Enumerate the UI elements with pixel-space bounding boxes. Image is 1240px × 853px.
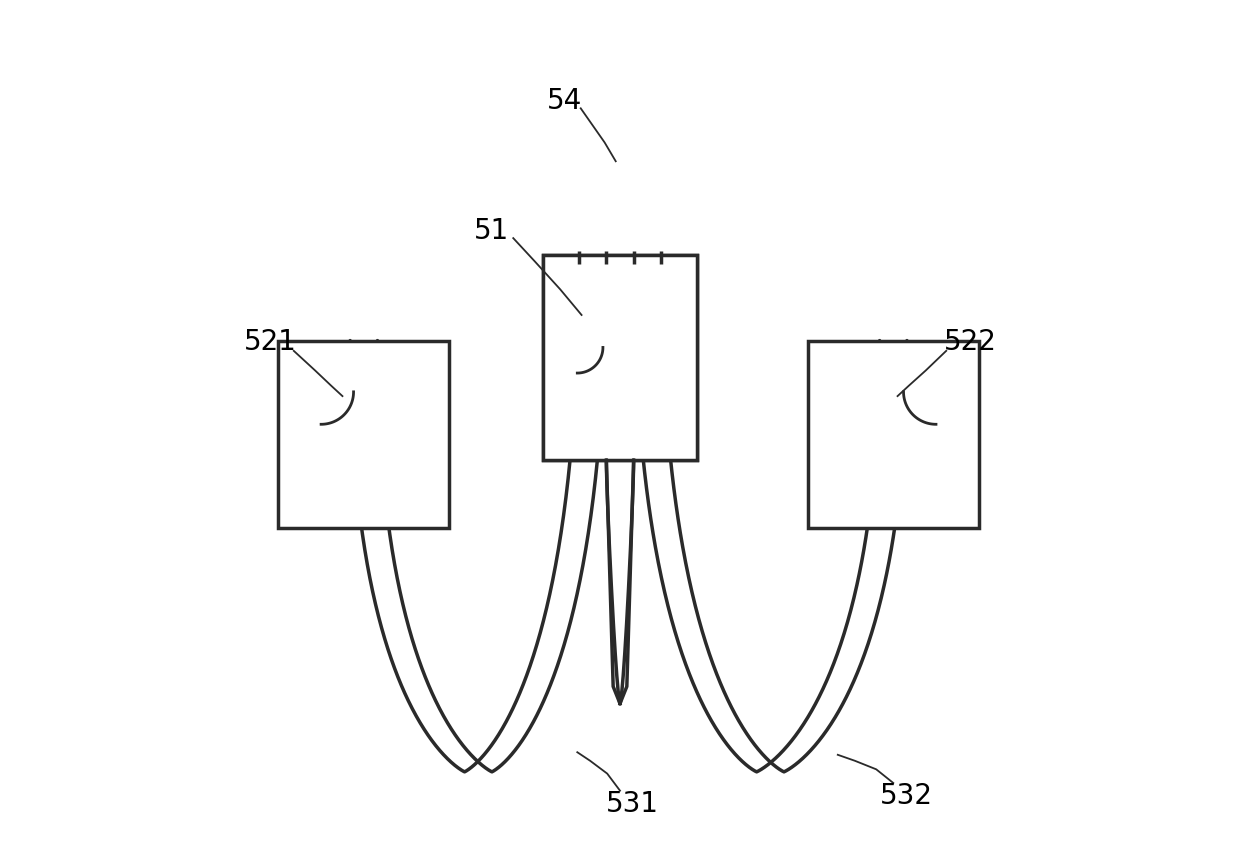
Bar	[543, 256, 697, 461]
Text: 532: 532	[879, 781, 932, 809]
Bar	[543, 256, 697, 461]
Text: 51: 51	[474, 217, 510, 244]
Text: 54: 54	[547, 87, 582, 114]
Bar	[808, 341, 978, 529]
Text: 521: 521	[243, 328, 296, 355]
Text: 522: 522	[944, 328, 997, 355]
Bar	[279, 341, 449, 529]
Text: 531: 531	[606, 790, 660, 817]
